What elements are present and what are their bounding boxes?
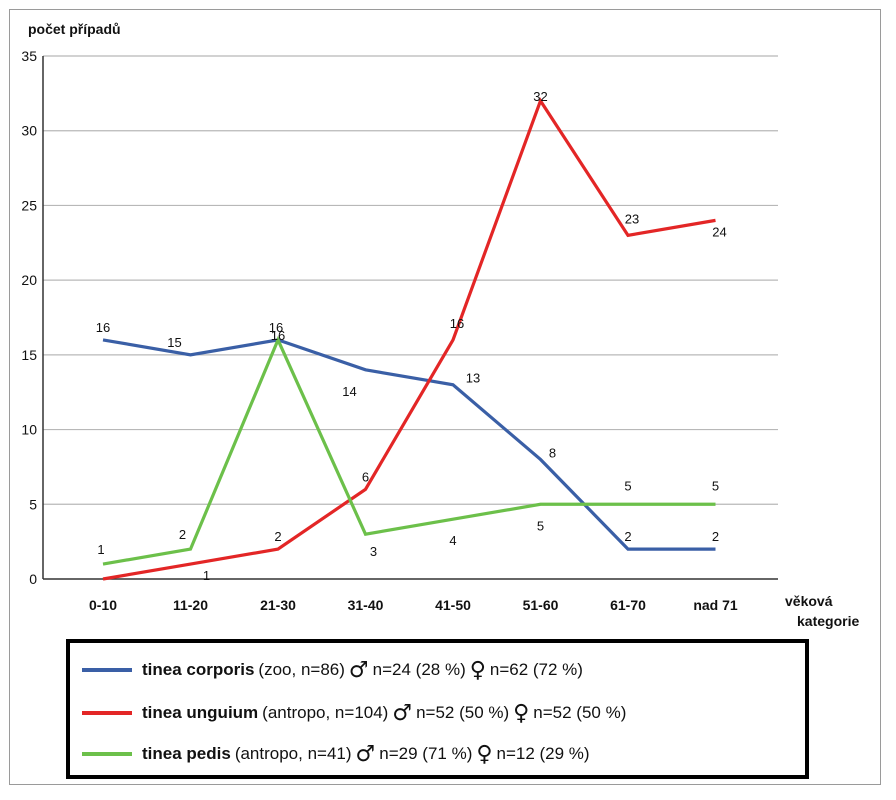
legend-swatch <box>82 752 132 756</box>
data-label: 16 <box>96 320 110 335</box>
legend-female-count: n=52 (50 %) <box>533 703 627 722</box>
data-label: 5 <box>537 518 544 533</box>
male-icon: ♂ <box>355 741 376 767</box>
data-label: 24 <box>712 224 726 239</box>
x-tick-label: 61-70 <box>610 597 646 613</box>
data-label: 2 <box>179 527 186 542</box>
data-label: 14 <box>342 384 356 399</box>
legend-swatch <box>82 668 132 672</box>
data-label: 5 <box>624 478 631 493</box>
legend-series-name: tinea pedis <box>142 744 231 763</box>
series-line-tinea-pedis <box>102 335 716 566</box>
x-tick-label: 0-10 <box>89 597 117 613</box>
data-label: 2 <box>624 529 631 544</box>
data-label: 23 <box>625 211 639 226</box>
legend-detail: (antropo, n=41) <box>234 744 352 763</box>
x-tick-label: 11-20 <box>173 597 208 613</box>
y-tick-label: 5 <box>29 496 37 512</box>
female-icon: ♀ <box>513 700 530 726</box>
data-label: 8 <box>549 445 556 460</box>
data-label: 32 <box>533 89 547 104</box>
data-label: 5 <box>712 478 719 493</box>
legend: tinea corporis (zoo, n=86) ♂ n=24 (28 %)… <box>66 639 809 779</box>
y-tick-label: 25 <box>21 197 37 213</box>
legend-male-count: n=29 (71 %) <box>379 744 473 763</box>
data-label: 2 <box>712 529 719 544</box>
series-line-tinea-unguium <box>102 97 716 581</box>
legend-female-count: n=62 (72 %) <box>489 660 583 679</box>
data-label: 16 <box>271 328 285 343</box>
chart-frame <box>9 9 881 785</box>
legend-series-name: tinea corporis <box>142 660 255 679</box>
legend-detail: (antropo, n=104) <box>262 703 389 722</box>
x-tick-label: 51-60 <box>523 597 559 613</box>
y-tick-label: 35 <box>21 48 37 64</box>
data-label: 1 <box>203 568 210 583</box>
x-tick-label: nad 71 <box>693 597 738 613</box>
data-label: 1 <box>97 542 104 557</box>
legend-female-count: n=12 (29 %) <box>496 744 590 763</box>
legend-male-count: n=24 (28 %) <box>372 660 466 679</box>
data-label: 2 <box>274 529 281 544</box>
y-tick-label: 15 <box>21 347 37 363</box>
legend-detail: (zoo, n=86) <box>258 660 345 679</box>
y-tick-label: 30 <box>21 123 37 139</box>
legend-male-count: n=52 (50 %) <box>416 703 510 722</box>
legend-item-corporis: tinea corporis (zoo, n=86) ♂ n=24 (28 %)… <box>82 655 583 685</box>
data-label: 4 <box>449 533 456 548</box>
x-axis-label: věková kategorie <box>785 593 859 629</box>
male-icon: ♂ <box>348 657 369 683</box>
legend-item-pedis: tinea pedis (antropo, n=41) ♂ n=29 (71 %… <box>82 739 590 769</box>
series-line-tinea-corporis <box>102 338 716 551</box>
x-tick-label: 21-30 <box>260 597 296 613</box>
data-label: 16 <box>450 316 464 331</box>
y-tick-label: 20 <box>21 272 37 288</box>
data-label: 15 <box>167 335 181 350</box>
female-icon: ♀ <box>469 657 486 683</box>
data-label: 16 <box>269 320 283 335</box>
x-tick-label: 41-50 <box>435 597 471 613</box>
male-icon: ♂ <box>392 700 413 726</box>
x-tick-label: 31-40 <box>348 597 384 613</box>
y-tick-label: 0 <box>29 571 37 587</box>
female-icon: ♀ <box>476 741 493 767</box>
data-label: 6 <box>362 469 369 484</box>
legend-series-name: tinea unguium <box>142 703 259 722</box>
legend-swatch <box>82 711 132 715</box>
legend-item-unguium: tinea unguium (antropo, n=104) ♂ n=52 (5… <box>82 698 626 728</box>
y-axis-label: počet případů <box>28 21 121 37</box>
data-label: 13 <box>466 371 480 386</box>
y-tick-label: 10 <box>21 422 37 438</box>
data-label: 3 <box>370 544 377 559</box>
